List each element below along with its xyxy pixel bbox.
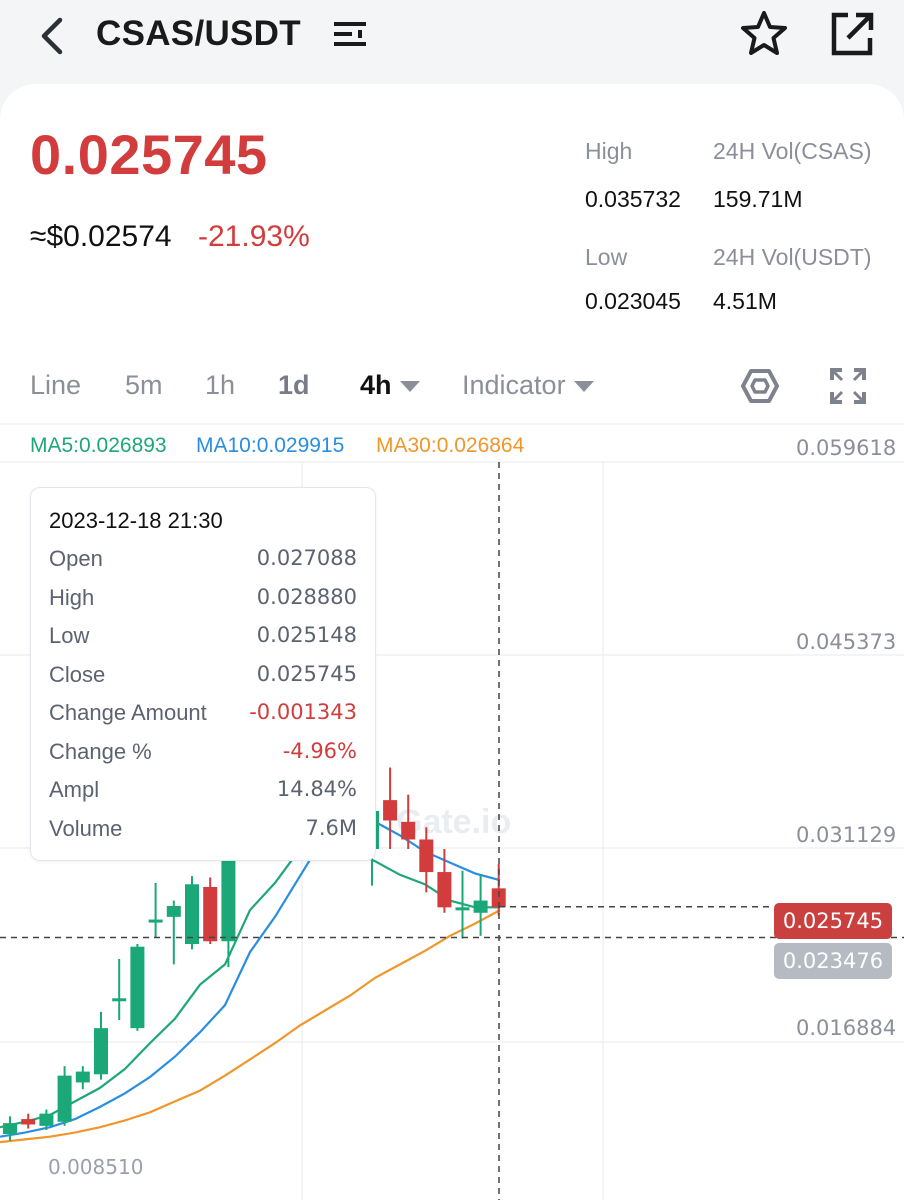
tooltip-row: Ampl 14.84% [49, 777, 357, 807]
tooltip-row: Volume 7.6M [49, 816, 357, 846]
star-outline-icon[interactable] [738, 8, 790, 60]
caret-down-icon [399, 381, 420, 393]
tab-5m[interactable]: 5m [125, 370, 163, 400]
tab-4h-label: 4h [360, 370, 392, 400]
crosshair-price-tag: 0.023476 [774, 943, 892, 979]
low-label: Low [585, 244, 628, 270]
ma10-label: MA10:0.029915 [196, 434, 344, 458]
candle-body [437, 872, 452, 908]
price-axis-label: 0.031129 [796, 823, 897, 847]
candle-body [75, 1071, 90, 1083]
candle-body [473, 900, 488, 913]
candle-body [3, 1123, 17, 1135]
candle-body [148, 919, 163, 923]
tooltip-value: -0.001343 [249, 700, 357, 724]
candle-body [39, 1113, 54, 1126]
tooltip-row: Change Amount -0.001343 [49, 700, 357, 730]
price-axis-label: 0.059618 [796, 436, 897, 460]
vol-base-value: 159.71M [713, 186, 803, 212]
tab-line[interactable]: Line [30, 370, 82, 400]
low-value: 0.023045 [585, 288, 681, 314]
price-axis-label: 0.045373 [796, 630, 897, 654]
vol-quote-label: 24H Vol(USDT) [713, 244, 872, 270]
tooltip-key: Ampl [49, 777, 100, 802]
tooltip-value: 7.6M [305, 816, 357, 840]
ma5-label: MA5:0.026893 [30, 434, 167, 458]
vol-quote-value: 4.51M [713, 288, 777, 314]
candle-body [94, 1028, 108, 1075]
tooltip-key: Change % [49, 739, 152, 764]
candle-body [166, 905, 181, 917]
candle-body [130, 946, 145, 1029]
tooltip-value: 0.025745 [256, 662, 357, 686]
ma10-value: MA10:0.029915 [196, 434, 345, 457]
tab-1d[interactable]: 1d [278, 370, 310, 400]
high-value: 0.035732 [585, 186, 681, 212]
candle-body [21, 1119, 36, 1125]
pair-title[interactable]: CSAS/USDT [96, 14, 301, 53]
tooltip-row: High 0.028880 [49, 585, 357, 615]
candle-body [455, 907, 470, 911]
candle-body [185, 884, 199, 944]
expand-icon[interactable] [828, 366, 868, 406]
menu-filter-icon[interactable] [330, 16, 370, 52]
ma30-value: MA30:0.026864 [376, 434, 525, 457]
tooltip-row: Close 0.025745 [49, 662, 357, 692]
watermark-text: Gate.io [396, 803, 511, 841]
candle-body [112, 998, 127, 1002]
tooltip-value: 0.025148 [256, 623, 357, 647]
back-chevron-icon[interactable] [34, 14, 74, 58]
candle-body [419, 839, 434, 873]
tab-indicator-label: Indicator [462, 370, 566, 400]
candle-tooltip: 2023-12-18 21:30 Open 0.027088 High 0.02888… [30, 487, 376, 861]
high-label: High [585, 138, 633, 164]
tab-4h[interactable]: 4h [360, 370, 420, 401]
crosshair [0, 462, 904, 1200]
ma5-line [0, 834, 500, 1129]
tooltip-key: Open [49, 546, 103, 571]
approx-usd-price: ≈$0.02574 [30, 220, 172, 253]
top-bar: CSAS/USDT [0, 0, 904, 84]
tooltip-row: Open 0.027088 [49, 546, 357, 576]
hexagon-settings-icon[interactable] [740, 366, 780, 406]
external-link-icon[interactable] [826, 8, 878, 60]
last-price: 0.025745 [30, 123, 268, 186]
ma30-label: MA30:0.026864 [376, 434, 524, 458]
tooltip-key: Close [49, 662, 106, 687]
tooltip-value: 14.84% [276, 777, 357, 801]
candle-body [203, 886, 218, 942]
candle-body [491, 888, 506, 908]
tooltip-value: 0.027088 [256, 546, 357, 570]
moving-average-lines [0, 812, 501, 1144]
tooltip-key: Change Amount [49, 700, 207, 725]
tab-1h[interactable]: 1h [205, 370, 236, 400]
candle-body [57, 1075, 72, 1122]
vol-base-label: 24H Vol(CSAS) [713, 138, 872, 164]
candle-body [383, 800, 398, 821]
low-price-marker: 0.008510 [48, 1155, 144, 1179]
ma10-line [0, 812, 501, 1138]
tooltip-value: -4.96% [282, 739, 357, 763]
tooltip-key: Low [49, 623, 90, 648]
tooltip-datetime: 2023-12-18 21:30 [49, 508, 223, 533]
tooltip-key: Volume [49, 816, 123, 841]
tooltip-key: High [49, 585, 95, 610]
change-percent: -21.93% [198, 220, 310, 253]
price-axis-label: 0.016884 [796, 1016, 897, 1040]
current-price-tag[interactable]: 0.025745 [774, 903, 892, 939]
tab-indicator[interactable]: Indicator [462, 370, 594, 401]
tooltip-value: 0.028880 [256, 585, 357, 609]
tooltip-row: Change % -4.96% [49, 739, 357, 769]
ma5-value: MA5:0.026893 [30, 434, 167, 457]
candle-body [401, 821, 416, 840]
ma30-line [0, 909, 501, 1144]
caret-down-icon [573, 381, 594, 393]
tooltip-row: Low 0.025148 [49, 623, 357, 653]
